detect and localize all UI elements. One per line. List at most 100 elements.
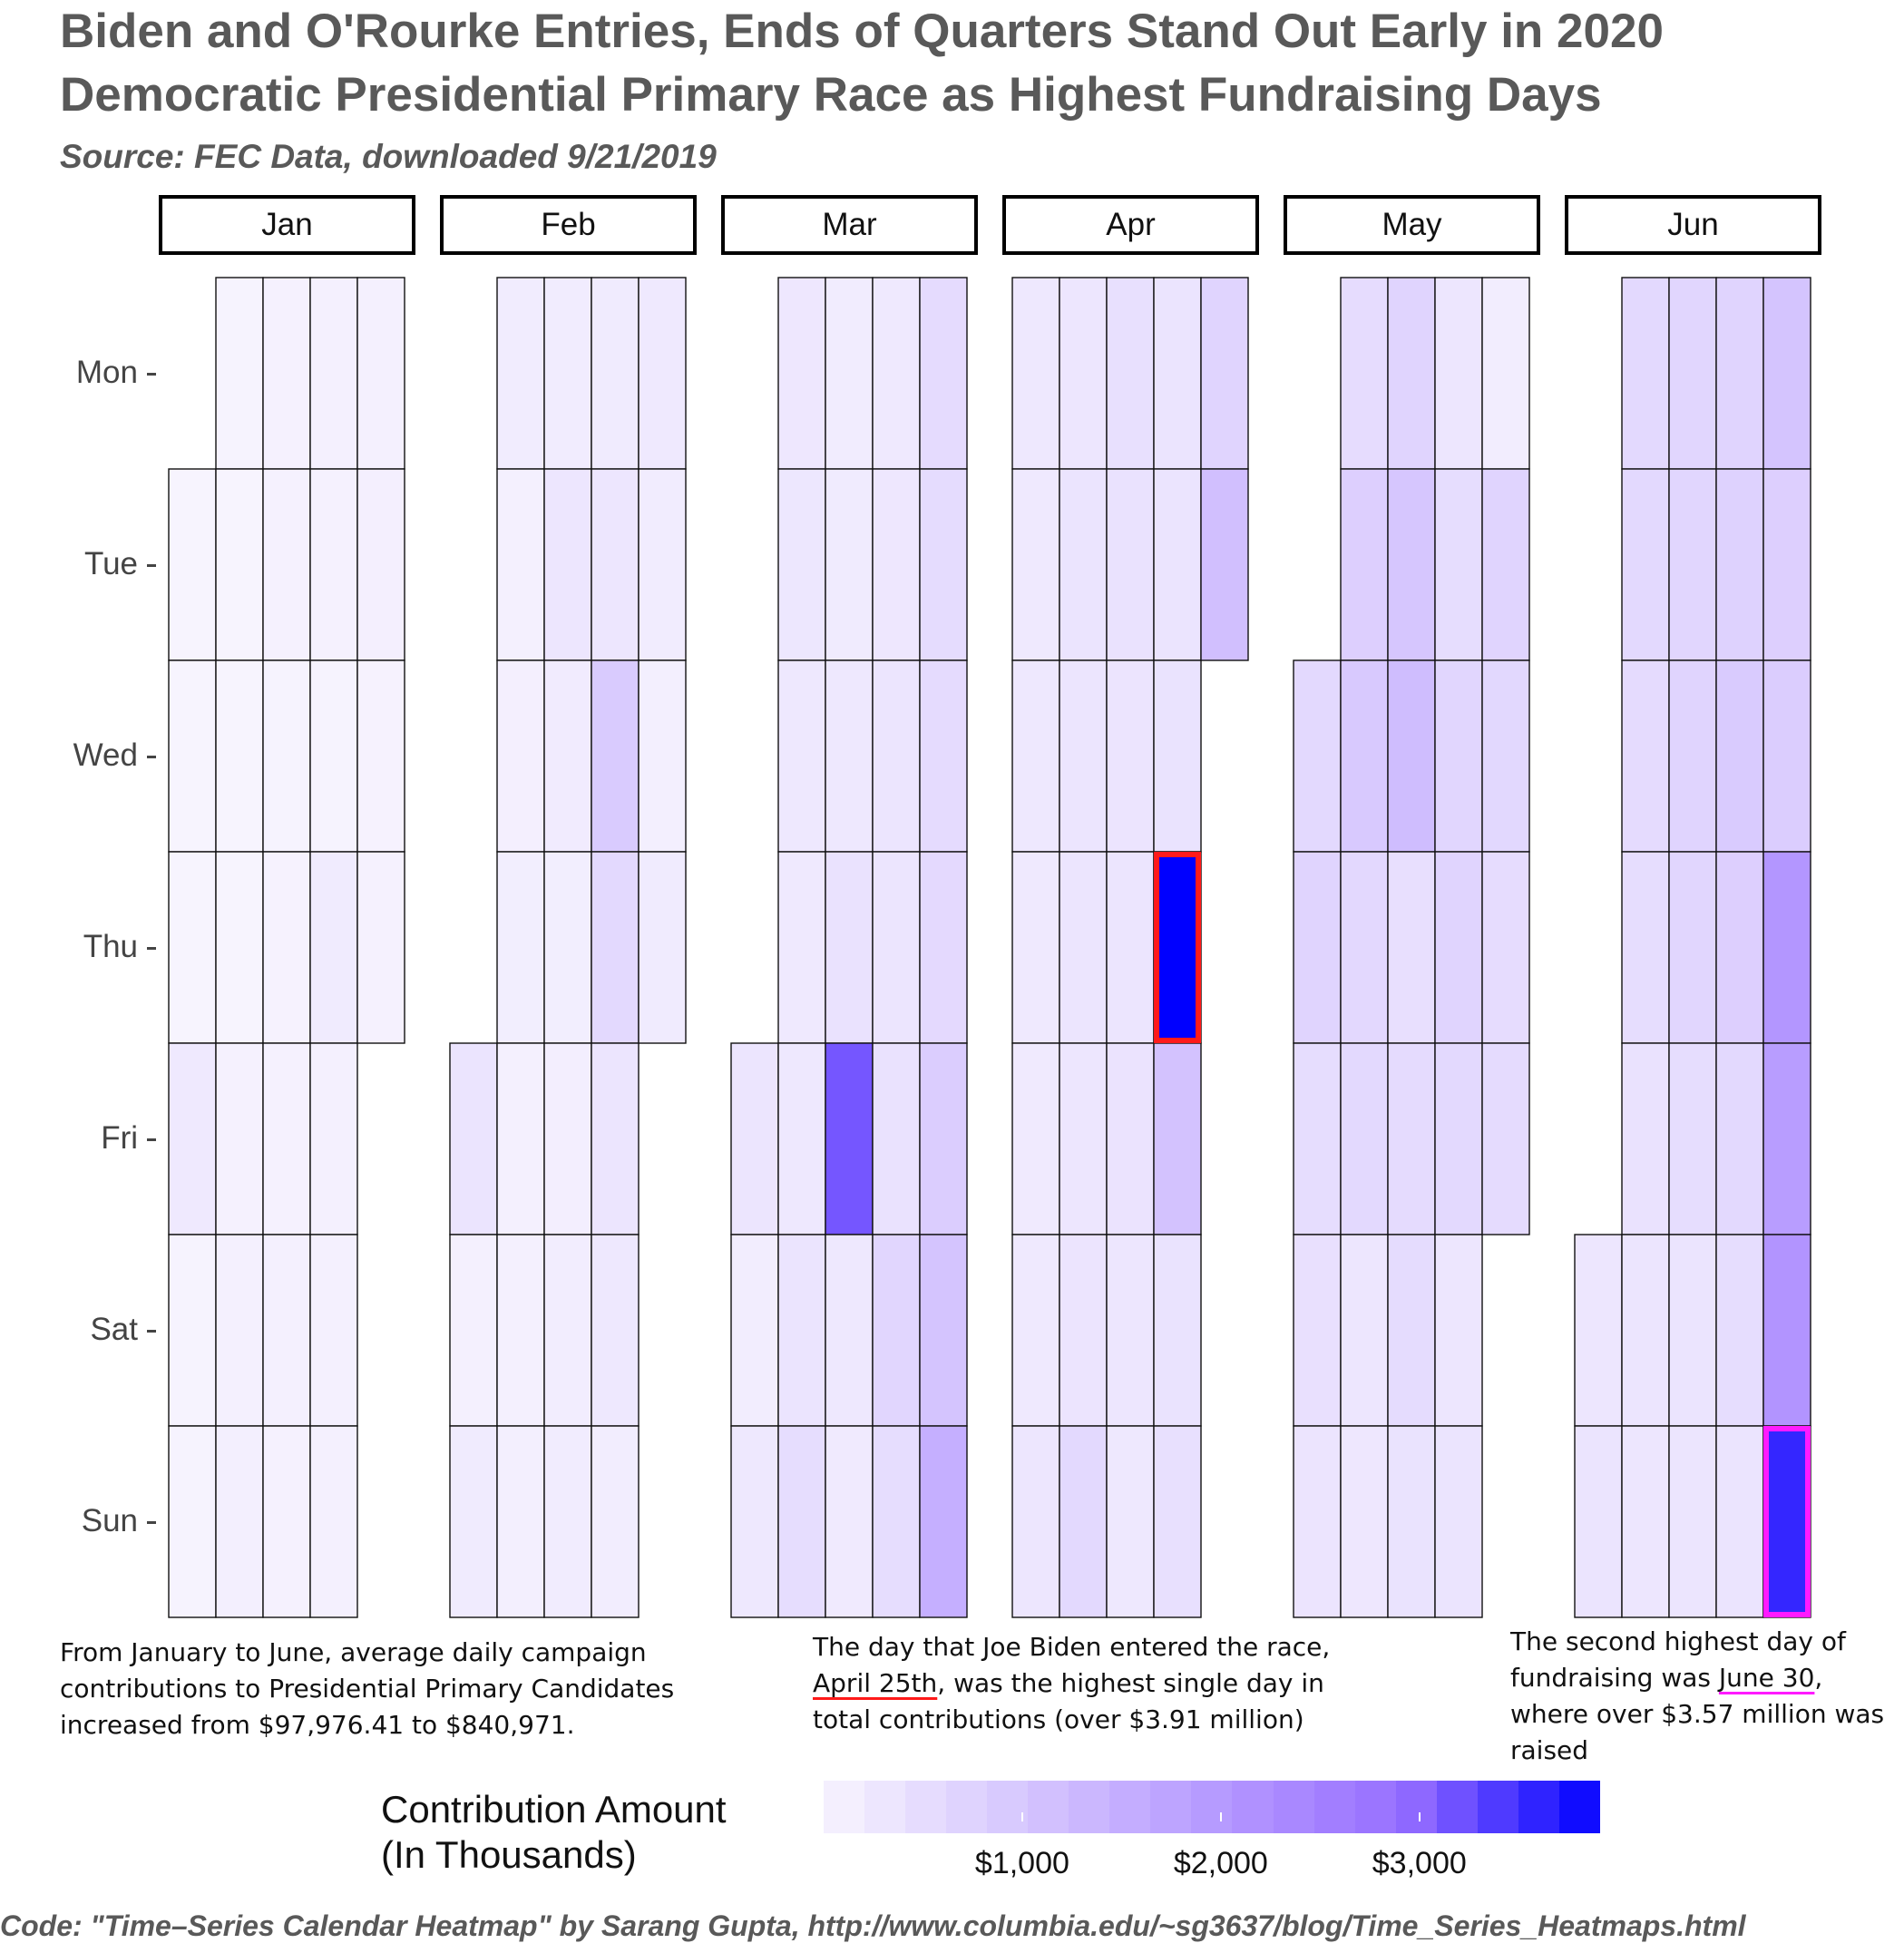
heat-cell-mar-22 — [872, 1042, 921, 1235]
legend-swatch — [1395, 1781, 1437, 1833]
heat-cell-jun-9 — [1621, 1425, 1670, 1618]
heat-cell-jan-28 — [356, 277, 405, 470]
heat-cell-jan-27 — [309, 1425, 358, 1618]
heat-cell-may-27 — [1481, 277, 1530, 470]
month-strip-jan: Jan — [159, 195, 415, 255]
heat-cell-jun-10 — [1668, 277, 1717, 470]
heat-cell-apr-17 — [1106, 659, 1155, 853]
legend-swatch — [905, 1781, 947, 1833]
heat-cell-apr-19 — [1106, 1042, 1155, 1235]
legend-swatch — [1518, 1781, 1559, 1833]
calendar-heatmap — [168, 277, 1811, 1618]
heat-cell-may-25 — [1434, 1234, 1483, 1427]
heat-cell-feb-16 — [543, 1234, 592, 1427]
heat-cell-jun-17 — [1715, 277, 1764, 470]
chart-title: Biden and O'Rourke Entries, Ends of Quar… — [60, 5, 1664, 122]
heat-cell-feb-25 — [638, 277, 687, 470]
heat-cell-apr-8 — [1059, 277, 1108, 470]
heat-cell-jan-7 — [215, 277, 264, 470]
heat-cell-mar-16 — [825, 1234, 874, 1427]
heat-cell-feb-2 — [449, 1234, 498, 1427]
heat-cell-mar-10 — [777, 1425, 826, 1618]
heat-cell-may-12 — [1340, 1425, 1389, 1618]
legend-swatch — [1273, 1781, 1314, 1833]
heat-cell-jun-11 — [1668, 468, 1717, 661]
legend-tick-mark — [1219, 1812, 1222, 1821]
legend-swatch — [1191, 1781, 1233, 1833]
heat-cell-jun-2 — [1574, 1425, 1623, 1618]
highlight-jun-30 — [1763, 1426, 1811, 1617]
highlight-apr-25 — [1154, 852, 1201, 1043]
heat-cell-may-24 — [1434, 1042, 1483, 1235]
heat-cell-feb-27 — [638, 659, 687, 853]
heat-cell-jan-6 — [168, 1425, 217, 1618]
heat-cell-may-20 — [1434, 277, 1483, 470]
heat-cell-mar-20 — [872, 659, 921, 853]
legend-swatch — [1232, 1781, 1274, 1833]
heat-cell-apr-26 — [1153, 1042, 1202, 1235]
heat-cell-jan-23 — [309, 659, 358, 853]
legend-swatch — [824, 1781, 865, 1833]
heat-cell-jan-17 — [262, 851, 311, 1044]
heat-cell-may-8 — [1340, 659, 1389, 853]
heat-cell-mar-29 — [919, 1042, 968, 1235]
heat-cell-apr-18 — [1106, 851, 1155, 1044]
heat-cell-jan-8 — [215, 468, 264, 661]
heat-cell-may-29 — [1481, 659, 1530, 853]
annotation-middle: The day that Joe Biden entered the race,… — [813, 1629, 1339, 1738]
heat-cell-jan-12 — [215, 1234, 264, 1427]
heat-cell-jun-16 — [1668, 1425, 1717, 1618]
heat-cell-jan-2 — [168, 659, 217, 853]
heat-cell-apr-22 — [1153, 277, 1202, 470]
heat-cell-feb-23 — [591, 1234, 640, 1427]
weekday-tick — [147, 755, 156, 758]
heat-cell-jun-28 — [1762, 1042, 1811, 1235]
heat-cell-jan-11 — [215, 1042, 264, 1235]
heat-cell-may-7 — [1340, 468, 1389, 661]
heat-cell-apr-13 — [1059, 1234, 1108, 1427]
heat-cell-mar-11 — [825, 277, 874, 470]
heat-cell-jan-1 — [168, 468, 217, 661]
heat-cell-mar-7 — [777, 851, 826, 1044]
heat-cell-apr-4 — [1011, 851, 1060, 1044]
heat-cell-jan-25 — [309, 1042, 358, 1235]
heat-cell-mar-23 — [872, 1234, 921, 1427]
heat-cell-feb-28 — [638, 851, 687, 1044]
code-caption: Code: "Time–Series Calendar Heatmap" by … — [0, 1909, 1746, 1942]
heat-cell-apr-28 — [1153, 1425, 1202, 1618]
heat-cell-feb-13 — [543, 659, 592, 853]
weekday-label-fri: Fri — [101, 1119, 138, 1156]
heat-cell-mar-24 — [872, 1425, 921, 1618]
heat-cell-jun-7 — [1621, 1042, 1670, 1235]
heat-cell-apr-29 — [1200, 277, 1249, 470]
heat-cell-may-4 — [1293, 1234, 1342, 1427]
heat-cell-may-31 — [1481, 1042, 1530, 1235]
heat-cell-may-26 — [1434, 1425, 1483, 1618]
weekday-label-wed: Wed — [73, 737, 138, 773]
heat-cell-jan-9 — [215, 659, 264, 853]
heat-cell-jun-23 — [1715, 1425, 1764, 1618]
legend-swatch — [1109, 1781, 1151, 1833]
heat-cell-may-3 — [1293, 1042, 1342, 1235]
weekday-label-mon: Mon — [75, 354, 138, 390]
heat-cell-may-10 — [1340, 1042, 1389, 1235]
heat-cell-jun-13 — [1668, 851, 1717, 1044]
heat-cell-feb-10 — [496, 1425, 545, 1618]
heat-cell-jun-6 — [1621, 851, 1670, 1044]
heat-cell-feb-20 — [591, 659, 640, 853]
legend-swatch — [1558, 1781, 1600, 1833]
heat-cell-jan-3 — [168, 851, 217, 1044]
heat-cell-mar-25 — [919, 277, 968, 470]
heat-cell-jan-24 — [309, 851, 358, 1044]
heat-cell-may-9 — [1340, 851, 1389, 1044]
weekday-label-thu: Thu — [83, 928, 138, 964]
heat-cell-may-23 — [1434, 851, 1483, 1044]
legend-tick-mark — [1020, 1812, 1023, 1821]
legend-tick-label: $1,000 — [974, 1846, 1069, 1880]
heat-cell-apr-30 — [1200, 468, 1249, 661]
heat-cell-may-16 — [1387, 851, 1436, 1044]
heat-cell-apr-15 — [1106, 277, 1155, 470]
weekday-label-tue: Tue — [83, 545, 138, 581]
heat-cell-apr-24 — [1153, 659, 1202, 853]
heat-cell-apr-5 — [1011, 1042, 1060, 1235]
